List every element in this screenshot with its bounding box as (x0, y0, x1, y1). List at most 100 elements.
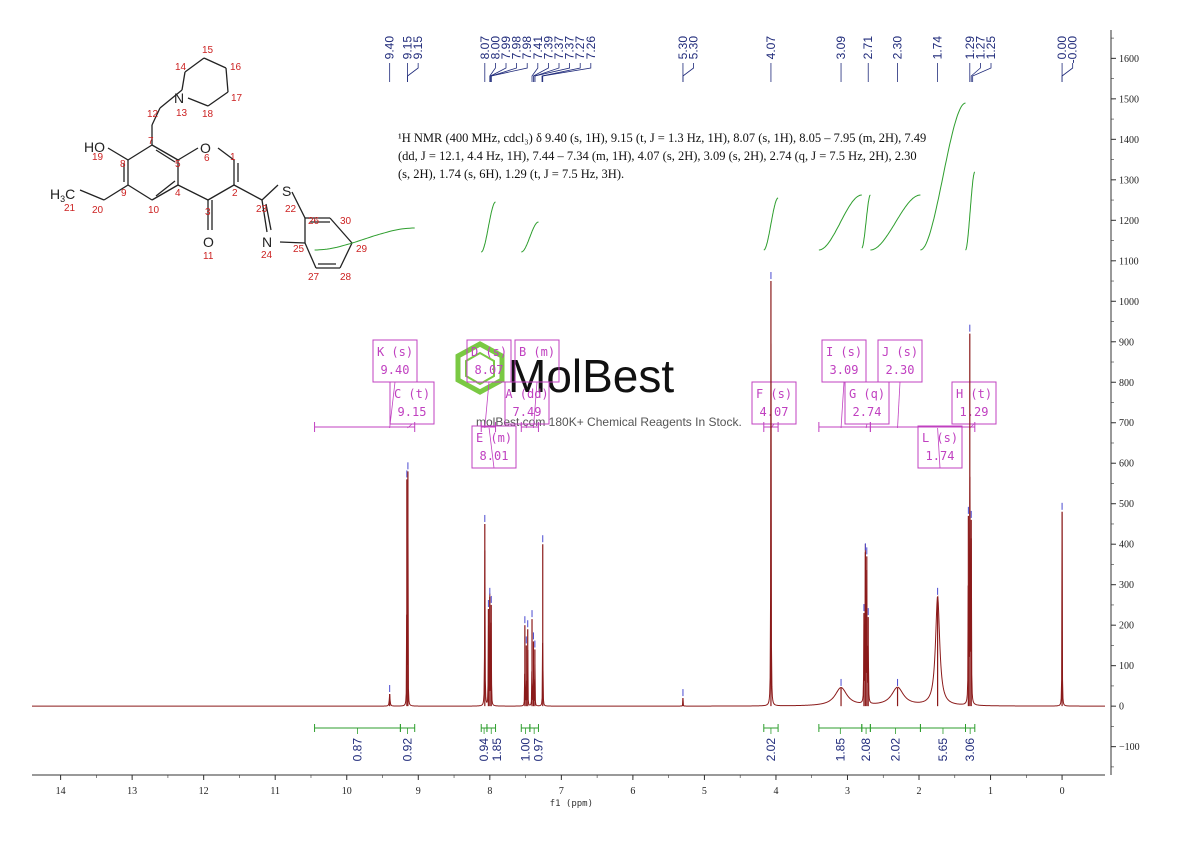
integration-value: 1.00 (519, 738, 533, 762)
integration-value: 0.87 (350, 738, 364, 762)
peak-label: 7.26 (584, 36, 598, 60)
multiplet-shift: 2.30 (886, 363, 915, 377)
integration-curve (920, 102, 966, 251)
peak-label-connector (490, 63, 507, 82)
peak-label: 0.00 (1055, 36, 1069, 60)
y-tick-label: 1200 (1119, 216, 1139, 227)
atom-number: 2 (232, 188, 238, 199)
y-tick-label: 900 (1119, 337, 1134, 348)
spectrum-layer (32, 272, 1105, 707)
multiplet-connector (937, 427, 941, 469)
atom-label: N (262, 234, 272, 250)
atom-number: 16 (230, 62, 242, 73)
multiplet-connector (389, 381, 396, 429)
peak-label: 7.37 (552, 36, 566, 60)
peak-label-connector (682, 63, 694, 82)
x-tick-label: 6 (630, 786, 635, 797)
multiplet-label: A (dd) (505, 387, 548, 401)
atom-number: 22 (285, 204, 297, 215)
peak-label: 5.30 (687, 36, 701, 60)
y-tick-label: 1500 (1119, 94, 1139, 105)
atom-number: 8 (120, 159, 126, 170)
atom-number: 20 (92, 205, 104, 216)
integration-curve (521, 221, 539, 253)
peak-label: 1.74 (931, 36, 945, 60)
peak-label: 1.27 (973, 36, 987, 60)
multiplet-label: G (q) (849, 387, 885, 401)
peak-label: 7.39 (541, 36, 555, 60)
x-tick-label: 4 (773, 786, 778, 797)
atom-number: 11 (203, 251, 214, 262)
atom-label: S (282, 183, 291, 199)
integration-value: 1.85 (833, 738, 847, 762)
peak-label: 9.15 (401, 36, 415, 60)
x-tick-label: 11 (270, 786, 280, 797)
x-tick-label: 1 (988, 786, 993, 797)
peak-label: 8.07 (478, 36, 492, 60)
x-tick-label: 5 (702, 786, 707, 797)
peak-label: 7.98 (510, 36, 524, 60)
x-tick-label: 0 (1060, 786, 1065, 797)
multiplet-label: J (s) (882, 345, 918, 359)
y-tick-label: 1100 (1119, 256, 1139, 267)
molecule-atom-numbers: 13 12 14 15 16 17 18 19 7 8 5 6 1 2 3 4 … (64, 45, 368, 283)
integration-value: 0.97 (532, 738, 546, 762)
integration-curve (818, 194, 862, 251)
molecule-bonds (79, 57, 353, 269)
atom-number: 25 (293, 244, 305, 255)
atom-number: 5 (175, 159, 181, 170)
peak-label-connector (407, 63, 419, 82)
x-tick-label: 9 (416, 786, 421, 797)
x-tick-label: 14 (56, 786, 66, 797)
multiplet-annotations: K (s) 9.40 C (t) 9.15 D (s) 8.07 E (m) 8.01 B (m… (314, 339, 997, 469)
multiplet-shift: 7.49 (513, 405, 542, 419)
atom-number: 27 (308, 272, 320, 283)
integration-curve (481, 201, 496, 253)
y-tick-label: 200 (1119, 621, 1134, 632)
atom-number: 13 (176, 108, 188, 119)
y-tick-label: 1600 (1119, 54, 1139, 65)
multiplet-shift: 1.29 (960, 405, 989, 419)
peak-label-connector (541, 63, 581, 82)
atom-number: 19 (92, 152, 104, 163)
atom-label: HO (84, 139, 105, 155)
y-tick-label: −100 (1119, 742, 1140, 753)
molecule-atom-labels: N HO O O S N H3C (50, 90, 291, 250)
multiplet-connector (533, 381, 538, 429)
peak-label: 7.41 (531, 36, 545, 60)
nmr-description-line-2: (dd, J = 12.1, 4.4 Hz, 1H), 7.44 – 7.34 … (398, 149, 917, 163)
peak-labels: 9.40 9.159.15 8.078.007.997.987.987.417.39… (383, 36, 1080, 82)
atom-label: H3C (50, 186, 75, 204)
multiplet-label: B (m) (519, 345, 555, 359)
atom-number: 28 (340, 272, 352, 283)
x-tick-label: 2 (917, 786, 922, 797)
x-tick-label: 3 (845, 786, 850, 797)
multiplet-shift: 8.01 (480, 449, 509, 463)
y-tick-label: 500 (1119, 499, 1134, 510)
atom-number: 29 (356, 244, 368, 255)
y-tick-label: 800 (1119, 378, 1134, 389)
multiplet-shift: 8.07 (475, 363, 504, 377)
y-tick-label: 1400 (1119, 135, 1139, 146)
integration-value: 2.08 (859, 738, 873, 762)
multiplet-connector (488, 427, 495, 469)
y-tick-label: 1000 (1119, 297, 1139, 308)
peak-label: 8.00 (488, 36, 502, 60)
atom-number: 26 (308, 216, 320, 227)
multiplet-label: D (s) (471, 345, 507, 359)
multiplet-label: H (t) (956, 387, 992, 401)
peak-label: 7.98 (520, 36, 534, 60)
atom-number: 18 (202, 109, 214, 120)
watermark-logo-hexagon (455, 341, 505, 395)
multiplet-shift: 4.07 (760, 405, 789, 419)
nmr-description-line-3: (s, 2H), 1.74 (s, 6H), 1.29 (t, J = 7.5 … (398, 167, 625, 181)
multiplet-label: F (s) (756, 387, 792, 401)
integration-value: 0.94 (477, 738, 491, 762)
multiplet-label: E (m) (476, 431, 512, 445)
x-axis-label: f1 (ppm) (550, 799, 593, 809)
peak-label: 9.15 (411, 36, 425, 60)
atom-number: 24 (261, 250, 273, 261)
nmr-description: ¹H NMR (400 MHz, cdcl₃) δ 9.40 (s, 1H), … (398, 129, 958, 183)
atom-number: 9 (121, 188, 127, 199)
multiplet-connector (840, 381, 845, 429)
